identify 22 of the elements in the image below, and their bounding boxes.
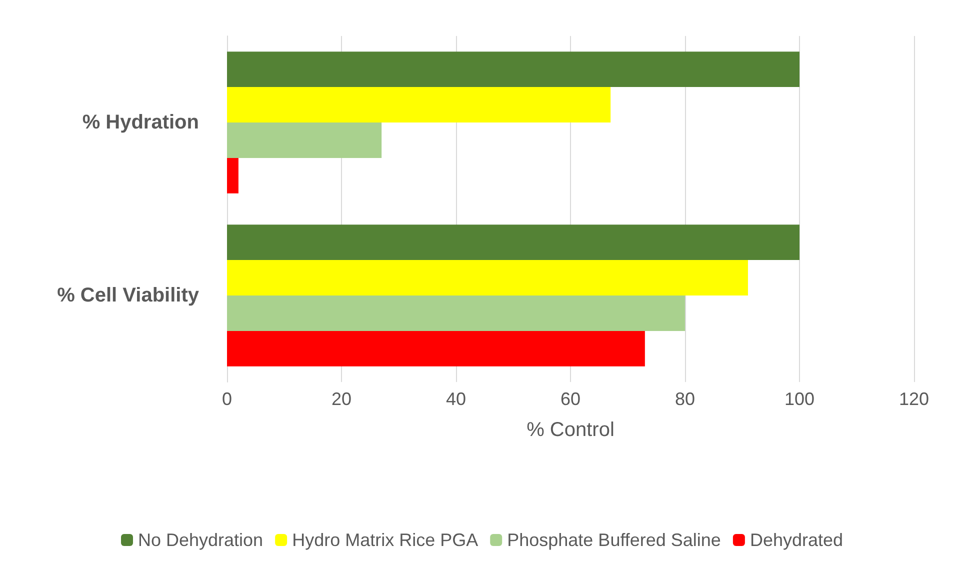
x-tick-label: 80	[674, 389, 696, 409]
bar	[227, 260, 748, 296]
bar	[227, 224, 800, 260]
legend-label: Dehydrated	[750, 530, 843, 550]
x-axis-title: % Control	[526, 419, 614, 441]
bar	[227, 330, 645, 366]
x-tick-label: 40	[446, 389, 466, 409]
legend-label: No Dehydration	[138, 530, 264, 550]
bar	[227, 87, 611, 122]
legend-label: Phosphate Buffered Saline	[507, 530, 721, 550]
bar	[227, 122, 382, 158]
x-tick-label: 100	[784, 389, 815, 409]
bar	[227, 158, 238, 194]
y-tick-label: % Hydration	[82, 112, 199, 134]
x-tick-label: 0	[222, 389, 232, 409]
bar	[227, 52, 800, 88]
x-tick-label: 120	[898, 389, 930, 409]
x-tick-label: 20	[331, 389, 352, 409]
x-tick-label: 60	[560, 389, 581, 409]
y-tick-label: % Cell Viability	[57, 284, 200, 306]
bar	[227, 296, 685, 331]
legend-label: Hydro Matrix Rice PGA	[292, 530, 478, 550]
